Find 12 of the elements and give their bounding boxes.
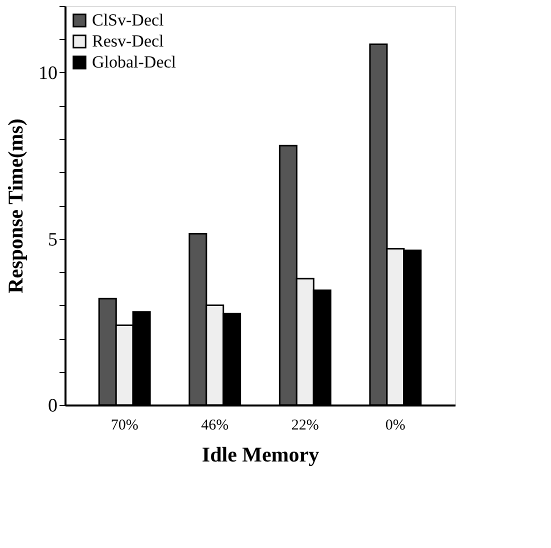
x-tick-label: 46% [201,418,229,434]
x-tick-label: 70% [110,418,138,434]
x-tick-label: 0% [385,418,406,434]
x-tick-label: 22% [291,418,319,434]
x-axis-title: Idle Memory [202,442,320,466]
y-tick-label: 5 [48,229,58,250]
legend-label: Resv-Decl [92,32,164,50]
y-axis-title: Response Time(ms) [4,118,28,294]
legend-label: Global-Decl [92,52,176,72]
y-tick-label: 0 [48,396,58,416]
legend-label: ClSv-Decl [92,10,164,30]
y-tick-label: 10 [38,63,58,84]
